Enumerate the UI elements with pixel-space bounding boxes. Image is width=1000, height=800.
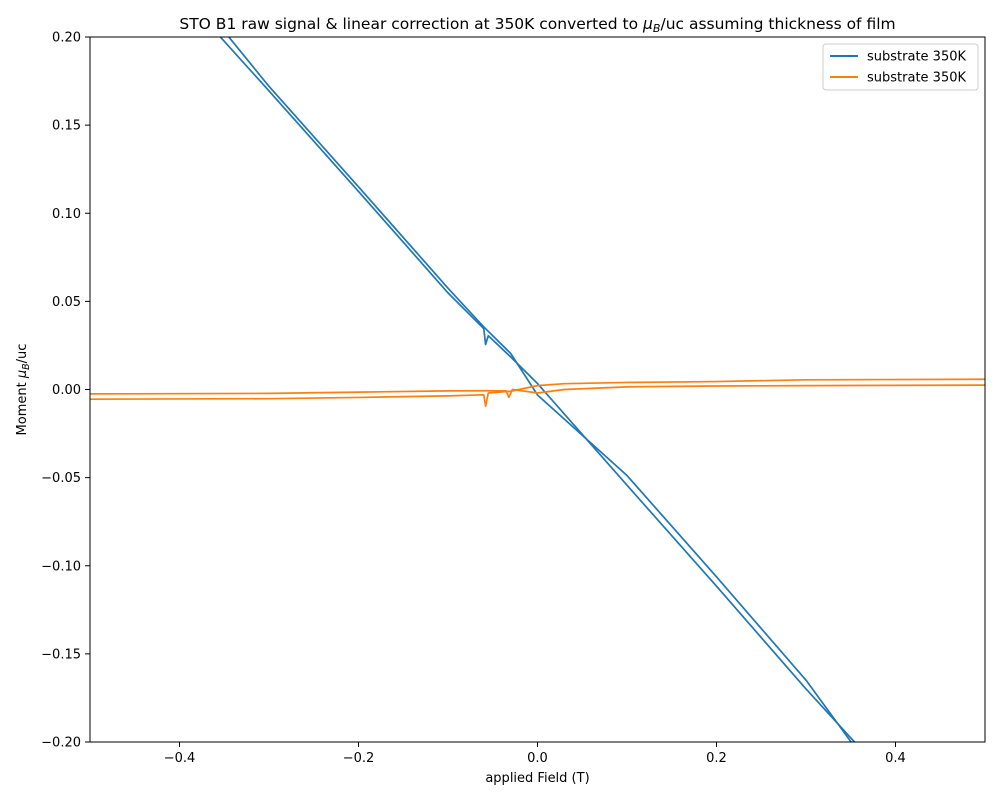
chart-title: STO B1 raw signal & linear correction at… — [179, 15, 895, 35]
y-axis: −0.20 −0.15 −0.10 −0.05 0.00 0.05 0.10 0.15 0.20 — [41, 31, 90, 751]
y-tick-label: 0.10 — [52, 207, 81, 222]
y-tick-label: 0.05 — [52, 295, 81, 310]
x-tick-label: 0.0 — [527, 751, 548, 766]
y-axis-label: Moment μB/uc — [15, 344, 32, 436]
y-tick-label: −0.15 — [41, 647, 81, 662]
y-tick-label: −0.20 — [41, 736, 81, 751]
legend: substrate 350K substrate 350K — [822, 43, 979, 91]
series-2-line-branch-2 — [90, 384, 985, 399]
x-axis-label: applied Field (T) — [485, 771, 589, 786]
x-axis: −0.4 −0.2 0.0 0.2 0.4 — [164, 742, 906, 766]
legend-label-series-1: substrate 350K — [867, 50, 966, 65]
series-layer — [90, 37, 985, 742]
x-tick-label: 0.4 — [885, 751, 906, 766]
x-tick-label: −0.4 — [164, 751, 196, 766]
y-tick-label: 0.00 — [52, 383, 81, 398]
x-tick-label: −0.2 — [343, 751, 375, 766]
legend-label-series-2: substrate 350K — [867, 71, 966, 86]
plot-group: −0.4 −0.2 0.0 0.2 0.4 −0.20 −0.15 −0.10 −0.05 0.… — [41, 31, 986, 766]
y-tick-label: 0.20 — [52, 31, 81, 46]
y-tick-label: −0.10 — [41, 559, 81, 574]
x-tick-label: 0.2 — [706, 751, 727, 766]
series-1-line-branch-2 — [227, 37, 853, 742]
y-tick-label: 0.15 — [52, 119, 81, 134]
legend-box — [822, 43, 979, 91]
series-2-line-branch-1 — [90, 378, 985, 408]
plot-area-frame — [89, 36, 986, 743]
series-1-line-branch-1 — [219, 37, 856, 742]
y-tick-label: −0.05 — [41, 471, 81, 486]
